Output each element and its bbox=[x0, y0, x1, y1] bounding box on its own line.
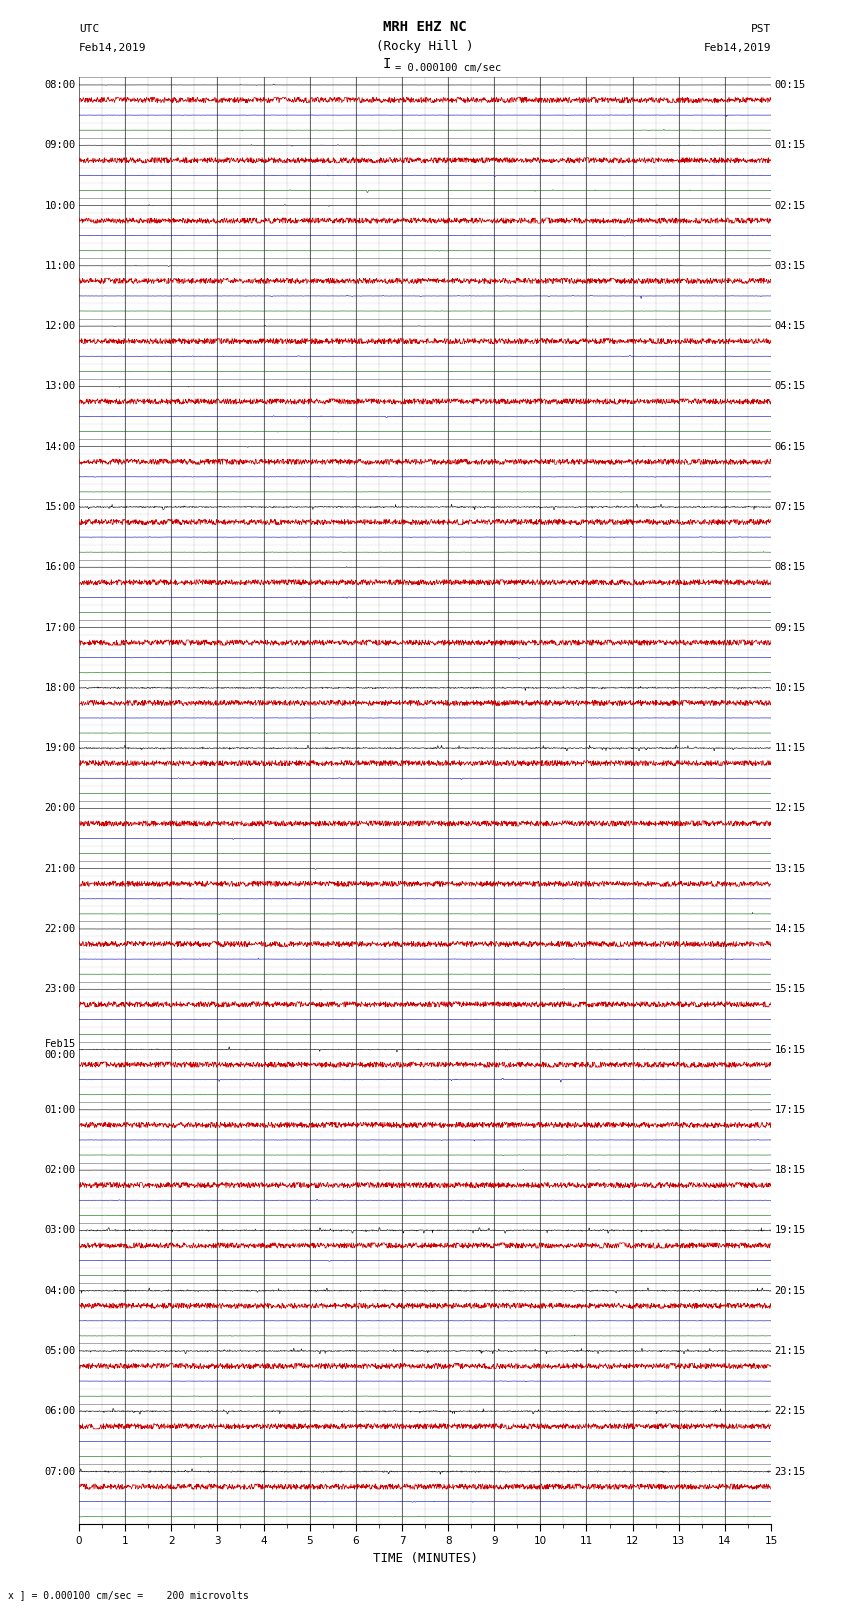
Text: PST: PST bbox=[751, 24, 771, 34]
Text: 09:15: 09:15 bbox=[774, 623, 806, 632]
Text: 20:15: 20:15 bbox=[774, 1286, 806, 1295]
Text: 04:15: 04:15 bbox=[774, 321, 806, 331]
Text: 04:00: 04:00 bbox=[44, 1286, 76, 1295]
X-axis label: TIME (MINUTES): TIME (MINUTES) bbox=[372, 1552, 478, 1565]
Text: 12:15: 12:15 bbox=[774, 803, 806, 813]
Text: Feb14,2019: Feb14,2019 bbox=[79, 44, 146, 53]
Text: 00:15: 00:15 bbox=[774, 81, 806, 90]
Text: 17:00: 17:00 bbox=[44, 623, 76, 632]
Text: Feb14,2019: Feb14,2019 bbox=[704, 44, 771, 53]
Text: 13:00: 13:00 bbox=[44, 381, 76, 392]
Text: = 0.000100 cm/sec: = 0.000100 cm/sec bbox=[395, 63, 501, 73]
Text: 09:00: 09:00 bbox=[44, 140, 76, 150]
Text: 13:15: 13:15 bbox=[774, 863, 806, 874]
Text: 03:00: 03:00 bbox=[44, 1226, 76, 1236]
Text: 10:15: 10:15 bbox=[774, 682, 806, 694]
Text: (Rocky Hill ): (Rocky Hill ) bbox=[377, 40, 473, 53]
Text: 15:00: 15:00 bbox=[44, 502, 76, 511]
Text: 06:15: 06:15 bbox=[774, 442, 806, 452]
Text: 11:00: 11:00 bbox=[44, 261, 76, 271]
Text: 20:00: 20:00 bbox=[44, 803, 76, 813]
Text: 21:00: 21:00 bbox=[44, 863, 76, 874]
Text: Feb15
00:00: Feb15 00:00 bbox=[44, 1039, 76, 1060]
Text: 14:15: 14:15 bbox=[774, 924, 806, 934]
Text: 23:15: 23:15 bbox=[774, 1466, 806, 1476]
Text: 02:00: 02:00 bbox=[44, 1165, 76, 1176]
Text: 14:00: 14:00 bbox=[44, 442, 76, 452]
Text: MRH EHZ NC: MRH EHZ NC bbox=[383, 19, 467, 34]
Text: 08:15: 08:15 bbox=[774, 563, 806, 573]
Text: UTC: UTC bbox=[79, 24, 99, 34]
Text: 07:00: 07:00 bbox=[44, 1466, 76, 1476]
Text: 01:15: 01:15 bbox=[774, 140, 806, 150]
Text: 15:15: 15:15 bbox=[774, 984, 806, 994]
Text: 11:15: 11:15 bbox=[774, 744, 806, 753]
Text: I: I bbox=[382, 56, 391, 71]
Text: 07:15: 07:15 bbox=[774, 502, 806, 511]
Text: 16:00: 16:00 bbox=[44, 563, 76, 573]
Text: 22:00: 22:00 bbox=[44, 924, 76, 934]
Text: 02:15: 02:15 bbox=[774, 200, 806, 211]
Text: 08:00: 08:00 bbox=[44, 81, 76, 90]
Text: 12:00: 12:00 bbox=[44, 321, 76, 331]
Text: 17:15: 17:15 bbox=[774, 1105, 806, 1115]
Text: 16:15: 16:15 bbox=[774, 1045, 806, 1055]
Text: 18:00: 18:00 bbox=[44, 682, 76, 694]
Text: 19:15: 19:15 bbox=[774, 1226, 806, 1236]
Text: 22:15: 22:15 bbox=[774, 1407, 806, 1416]
Text: 01:00: 01:00 bbox=[44, 1105, 76, 1115]
Text: 18:15: 18:15 bbox=[774, 1165, 806, 1176]
Text: 10:00: 10:00 bbox=[44, 200, 76, 211]
Text: 05:00: 05:00 bbox=[44, 1345, 76, 1357]
Text: x ] = 0.000100 cm/sec =    200 microvolts: x ] = 0.000100 cm/sec = 200 microvolts bbox=[8, 1590, 249, 1600]
Text: 19:00: 19:00 bbox=[44, 744, 76, 753]
Text: 03:15: 03:15 bbox=[774, 261, 806, 271]
Text: 23:00: 23:00 bbox=[44, 984, 76, 994]
Text: 05:15: 05:15 bbox=[774, 381, 806, 392]
Text: 06:00: 06:00 bbox=[44, 1407, 76, 1416]
Text: 21:15: 21:15 bbox=[774, 1345, 806, 1357]
